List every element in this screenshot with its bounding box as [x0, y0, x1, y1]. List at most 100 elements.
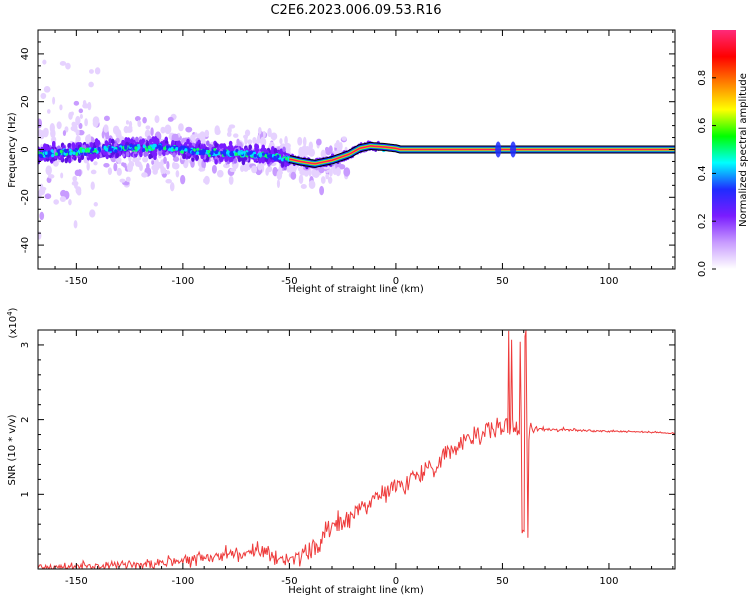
spectrogram-speckle: [65, 62, 71, 70]
spectrogram-core-cell: [273, 155, 277, 160]
spectrogram-speckle: [151, 159, 155, 165]
spectrogram-speckle: [89, 209, 96, 218]
spectrogram-speckle: [137, 120, 142, 128]
spectrogram-core-cell: [165, 145, 170, 149]
spectrogram-speckle: [52, 160, 59, 167]
spectrogram-speckle: [343, 167, 351, 177]
spectrogram-speckle: [308, 180, 316, 189]
spectrogram-speckle: [298, 146, 304, 157]
spectrogram-speckle: [39, 183, 44, 190]
spectrogram-speckle: [308, 141, 313, 151]
spectrogram-speckle: [78, 122, 83, 130]
spectrogram-cell: [153, 154, 157, 161]
spectrogram-core-cell: [69, 151, 73, 156]
spectrogram-cell: [233, 158, 238, 164]
spectrogram-speckle: [72, 175, 78, 182]
spectrogram-core-cell: [196, 151, 200, 155]
spectrogram-speckle: [45, 165, 52, 176]
spectrogram-speckle: [119, 178, 126, 183]
snr-y-label: SNR (10 * v/v): [7, 414, 18, 485]
spectrogram-cells: [38, 59, 675, 240]
spectrogram-speckle: [145, 125, 151, 130]
spectrogram-speckle: [87, 133, 92, 144]
spectrogram-cell: [144, 150, 149, 157]
spectrogram-cell: [125, 151, 130, 158]
spectrogram-cell: [253, 156, 258, 163]
spectrogram-core-cell: [105, 147, 109, 152]
spectrogram-cell: [228, 156, 233, 163]
spectrogram-speckle: [172, 162, 180, 170]
spectrogram-speckle: [290, 171, 297, 180]
spectrogram-x-tick-label: -150: [65, 276, 88, 287]
spectrogram-speckle: [38, 129, 42, 137]
spectrogram-cell: [283, 161, 288, 168]
spectrogram-speckle: [152, 168, 158, 175]
spectrogram-speckle: [257, 126, 262, 135]
spectrogram-speckle: [155, 161, 163, 167]
spectrogram-speckle: [92, 116, 100, 126]
spectrogram-speckle: [185, 126, 193, 133]
spectrogram-speckle: [325, 173, 329, 180]
spectrogram-core-cell: [72, 151, 76, 155]
spectrogram-speckle: [150, 127, 154, 137]
spectrogram-core-cell: [141, 148, 146, 153]
spectrogram-core-cell: [118, 147, 122, 151]
spectrogram-speckle: [169, 182, 175, 192]
spectrogram-core-cell: [86, 149, 91, 153]
spectrogram-speckle: [132, 157, 139, 163]
spectrogram-speckle: [320, 149, 326, 159]
spectrogram-speckle: [60, 172, 64, 179]
spectrogram-speckle: [335, 139, 341, 149]
spectrogram-core-cell: [234, 152, 238, 156]
spectrogram-speckle: [84, 118, 88, 127]
spectrogram-cell: [115, 152, 120, 159]
spectrogram-cell: [96, 139, 101, 146]
spectrogram-speckle: [112, 125, 120, 135]
figure-title: C2E6.2023.006.09.53.R16: [270, 3, 441, 18]
spectrogram-speckle: [107, 167, 113, 176]
spectrogram-core-cell: [210, 151, 214, 156]
spectrogram-cell: [224, 156, 228, 163]
spectrogram-speckle: [88, 81, 94, 88]
spectrogram-speckle: [166, 160, 170, 170]
spectrogram-speckle: [47, 174, 55, 179]
spectrogram-core-cell: [178, 147, 182, 152]
colorbar-tick-label: 0.0: [697, 261, 708, 277]
spectrogram-speckle: [122, 162, 127, 168]
snr-scale-label: (x104): [6, 307, 19, 338]
spectrogram-speckle: [103, 163, 110, 168]
spectrogram-y-tick-label: 20: [20, 95, 31, 108]
spectrogram-speckle: [68, 199, 72, 206]
spectrogram-speckle: [226, 131, 232, 137]
spectrogram-speckle: [86, 162, 90, 171]
spectrogram-x-tick-label: 0: [393, 276, 399, 287]
spectrogram-core-cell: [81, 148, 85, 153]
spectrogram-core-cell: [247, 151, 252, 156]
spectrogram-core-cell: [214, 150, 218, 155]
snr-x-tick-label: 50: [496, 576, 509, 587]
spectrogram-speckle: [101, 130, 105, 139]
spectrogram-x-tick-label: 50: [496, 276, 509, 287]
spectrogram-core-cell: [285, 156, 289, 161]
spectrogram-speckle: [297, 136, 303, 146]
spectrogram-speckle: [134, 116, 141, 122]
spectrogram-speckle: [47, 109, 51, 114]
snr-x-tick-label: 0: [393, 576, 399, 587]
spectrogram-core-cell: [75, 152, 79, 156]
spectrogram-speckle: [316, 138, 322, 146]
spectrogram-core-cell: [207, 149, 211, 154]
spectrogram-speckle: [198, 167, 206, 172]
spectrogram-core-cell: [201, 151, 206, 156]
spectrogram-speckle: [191, 134, 196, 144]
colorbar-tick-label: 0.6: [697, 118, 708, 134]
spectrogram-core-cell: [83, 152, 87, 156]
spectrogram-speckle: [142, 116, 147, 124]
spectrogram-core-cell: [93, 149, 98, 153]
spectrogram-y-tick-label: 0: [20, 146, 31, 152]
spectrogram-blob: [510, 141, 517, 158]
spectrogram-speckle: [42, 59, 47, 65]
spectrogram-speckle: [59, 104, 63, 111]
colorbar-label: Normalized spectral amplitude: [738, 73, 749, 227]
spectrogram-speckle: [39, 211, 45, 221]
snr-x-tick-label: -150: [65, 576, 88, 587]
